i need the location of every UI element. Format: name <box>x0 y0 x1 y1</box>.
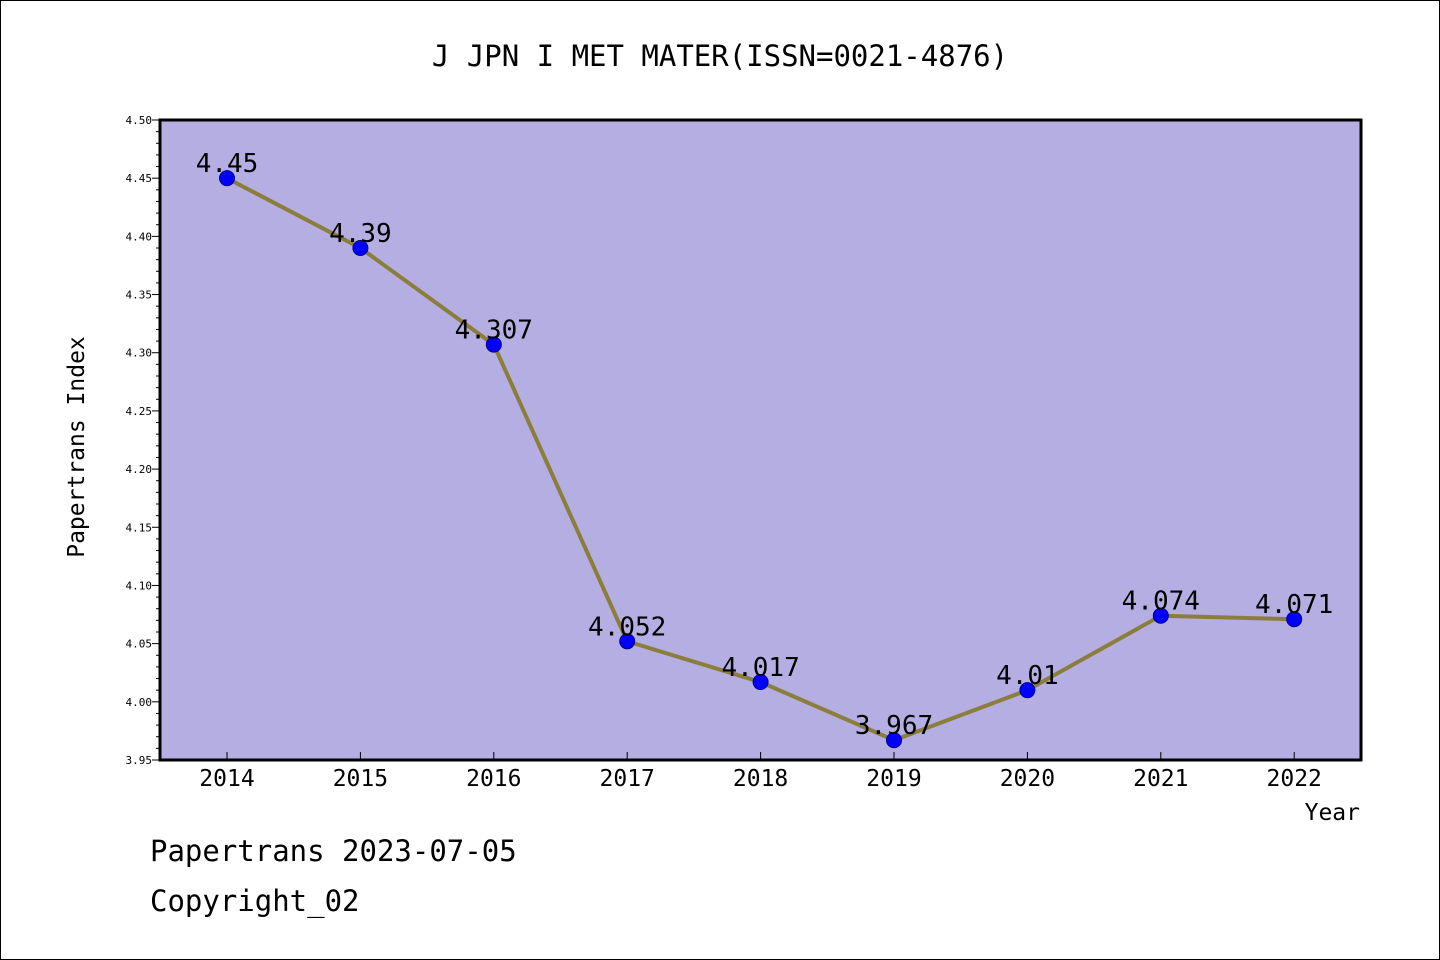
x-tick-label: 2018 <box>733 766 788 792</box>
plot-area <box>158 118 1363 762</box>
y-tick-label: 4.50 <box>126 114 153 127</box>
y-axis-label: Papertrans Index <box>64 336 90 558</box>
data-label: 4.307 <box>455 316 533 346</box>
data-point <box>1152 607 1169 624</box>
x-tick-label: 2016 <box>466 766 521 792</box>
y-tick-label: 4.30 <box>126 347 153 360</box>
y-tick-label: 4.20 <box>126 463 153 476</box>
series-layer: 4.45 4.39 4.307 4.052 4.017 3.967 4.01 4.074 4.0… <box>196 149 1333 749</box>
data-point <box>352 240 369 256</box>
data-point <box>752 674 769 691</box>
data-label: 4.017 <box>721 653 799 683</box>
data-label: 4.052 <box>588 612 666 642</box>
x-tick-label: 2022 <box>1267 766 1322 792</box>
data-label: 3.967 <box>855 711 933 741</box>
data-point <box>886 732 902 749</box>
data-point <box>1019 682 1036 699</box>
footer-date: Papertrans 2023-07-05 <box>150 834 517 868</box>
y-tick-label: 4.15 <box>126 521 153 534</box>
x-tick-label: 2017 <box>600 766 655 792</box>
footer-copyright: Copyright_02 <box>150 884 360 918</box>
y-tick-label: 4.25 <box>126 405 153 418</box>
y-axis: 3.95 4.00 4.05 4.10 4.15 4.20 4.25 4.30 4.35 4.40… <box>126 114 160 767</box>
data-label: 4.071 <box>1255 590 1333 620</box>
chart-title: J JPN I MET MATER(ISSN=0021-4876) <box>432 39 1008 73</box>
x-tick-label: 2019 <box>866 766 921 792</box>
data-point <box>485 336 502 353</box>
x-axis: 2014 2015 2016 2017 2018 2019 2020 2021 2022 <box>199 752 1322 792</box>
data-label: 4.01 <box>996 661 1059 691</box>
data-point <box>1286 611 1303 628</box>
y-tick-label: 4.35 <box>126 289 153 302</box>
x-tick-label: 2015 <box>333 766 388 792</box>
y-tick-label: 4.40 <box>126 230 153 243</box>
data-point <box>219 170 235 187</box>
y-tick-label: 4.05 <box>126 638 153 651</box>
x-tick-label: 2021 <box>1133 766 1188 792</box>
x-tick-label: 2020 <box>1000 766 1055 792</box>
x-axis-label: Year <box>1305 800 1360 826</box>
y-tick-label: 4.10 <box>126 579 153 592</box>
y-tick-label: 4.45 <box>126 172 153 185</box>
data-label: 4.074 <box>1122 587 1200 617</box>
data-label: 4.45 <box>196 149 259 179</box>
x-tick-label: 2014 <box>199 766 254 792</box>
data-label: 4.39 <box>329 219 392 249</box>
data-point <box>619 633 636 650</box>
y-tick-label: 3.95 <box>126 754 153 767</box>
y-tick-label: 4.00 <box>126 696 153 709</box>
